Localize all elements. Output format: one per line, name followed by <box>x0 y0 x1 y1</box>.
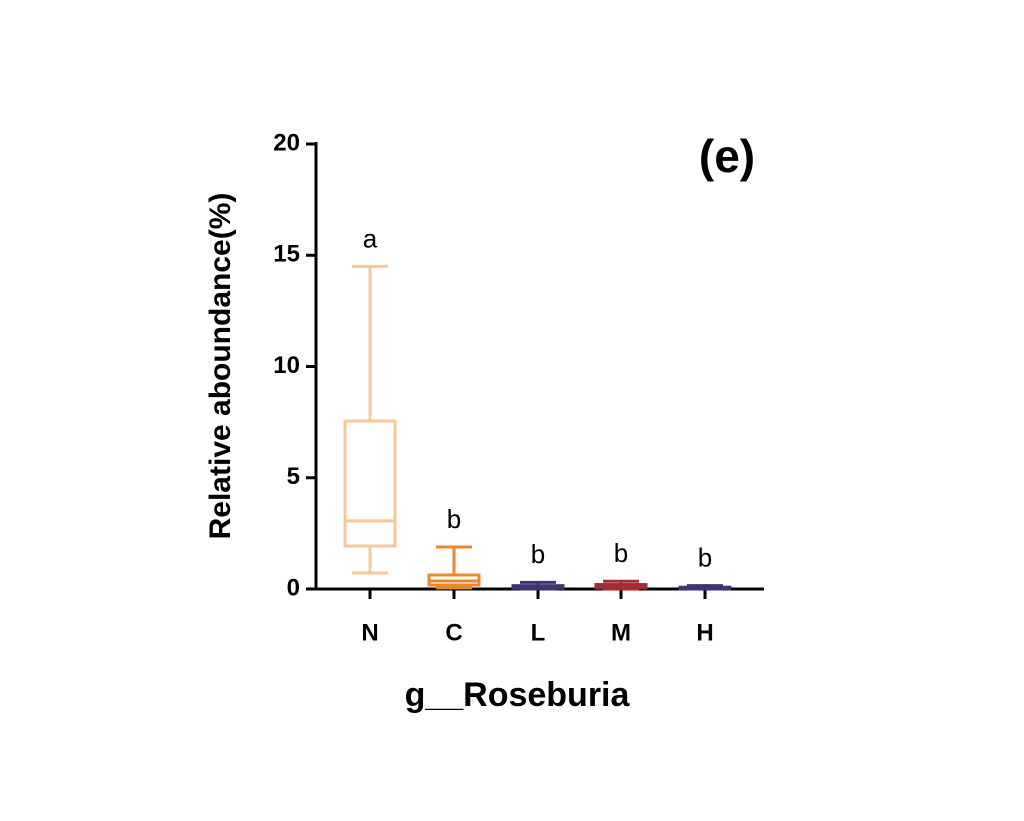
group-label: b <box>698 543 712 573</box>
x-axis-label: g__Roseburia <box>405 676 631 714</box>
panel-label: (e) <box>699 130 755 182</box>
box <box>343 419 397 548</box>
y-axis-label: Relative aboundance(%) <box>204 193 237 540</box>
group-label: a <box>363 223 378 253</box>
x-tick-label: L <box>531 619 546 646</box>
y-tick-label: 0 <box>287 574 300 601</box>
group-label: b <box>531 539 545 569</box>
x-tick-label: H <box>696 619 713 646</box>
y-tick-label: 15 <box>273 241 300 268</box>
group-label: b <box>614 538 628 568</box>
x-tick-label: C <box>445 619 462 646</box>
x-tick-label: M <box>611 619 631 646</box>
y-tick-label: 5 <box>287 463 300 490</box>
group-label: b <box>447 504 461 534</box>
y-tick-label: 20 <box>273 129 300 156</box>
y-tick-label: 10 <box>273 352 300 379</box>
x-tick-label: N <box>361 619 378 646</box>
